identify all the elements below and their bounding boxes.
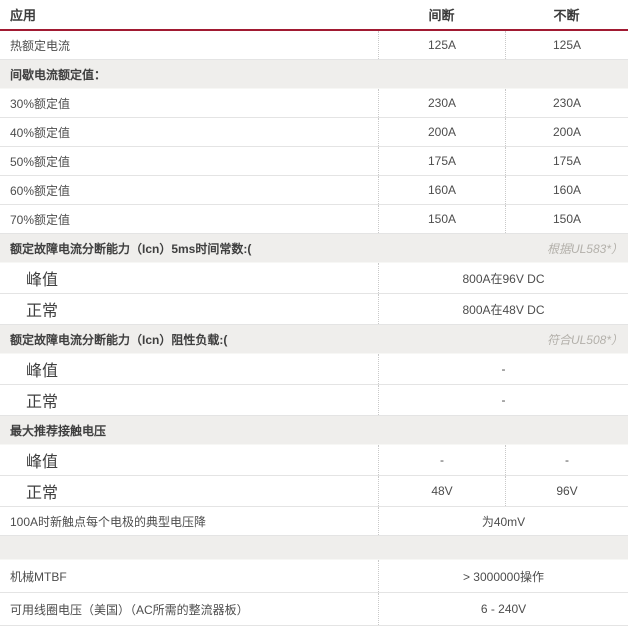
row-value-intermittent: 200A — [378, 118, 505, 146]
section-label: 额定故障电流分断能力（Icn）阻性负载:( — [10, 332, 228, 347]
table-row: 60%额定值 160A 160A — [0, 176, 628, 205]
row-value-continuous: 230A — [505, 89, 628, 117]
row-value-intermittent: 48V — [378, 476, 505, 506]
row-label: 正常 — [26, 303, 59, 320]
row-value-continuous: 175A — [505, 147, 628, 175]
table-row: 正常 48V 96V — [0, 476, 628, 507]
row-value-intermittent: 125A — [378, 31, 505, 59]
table-row: 可用线圈电压（美国）（AC所需的整流器板） 6 - 240V — [0, 593, 628, 626]
table-row: 30%额定值 230A 230A — [0, 89, 628, 118]
row-value-span: 为40mV — [378, 507, 628, 535]
row-label: 峰值 — [26, 272, 59, 289]
header-intermittent-label: 间断 — [428, 8, 455, 23]
row-value-span: 6 - 240V — [378, 593, 628, 625]
row-label: 机械MTBF — [10, 569, 67, 584]
row-value-continuous: 96V — [505, 476, 628, 506]
table-row: 热额定电流 125A 125A — [0, 31, 628, 60]
section-label: 额定故障电流分断能力（Icn）5ms时间常数:( — [10, 241, 252, 256]
row-value-continuous: 160A — [505, 176, 628, 204]
row-value-continuous: 150A — [505, 205, 628, 233]
row-value-span: - — [378, 385, 628, 415]
row-value-continuous: - — [505, 445, 628, 475]
section-row: 间歇电流额定值： — [0, 60, 628, 89]
row-value-span: 800A在96V DC — [378, 263, 628, 293]
row-label: 100A时新触点每个电极的典型电压降 — [10, 514, 207, 529]
row-label: 峰值 — [26, 454, 59, 471]
row-label: 40%额定值 — [10, 125, 71, 140]
section-row: 额定故障电流分断能力（Icn）阻性负载:( 符合UL508*） — [0, 325, 628, 354]
row-label: 热额定电流 — [10, 38, 71, 53]
header-application-label: 应用 — [10, 8, 37, 23]
row-value-span: 800A在48V DC — [378, 294, 628, 324]
header-continuous-label: 不断 — [553, 8, 580, 23]
table-row: 正常 800A在48V DC — [0, 294, 628, 325]
table-row: 峰值 - — [0, 354, 628, 385]
row-value-span: - — [378, 354, 628, 384]
row-value-continuous: 125A — [505, 31, 628, 59]
row-label: 50%额定值 — [10, 154, 71, 169]
section-row: 最大推荐接触电压 — [0, 416, 628, 445]
row-label: 正常 — [26, 394, 59, 411]
table-row: 机械MTBF > 3000000操作 — [0, 560, 628, 593]
section-label: 间歇电流额定值： — [10, 67, 107, 82]
row-value-intermittent: - — [378, 445, 505, 475]
table-row: 正常 - — [0, 385, 628, 416]
section-note: 根据UL583*） — [546, 241, 623, 256]
table-row: 50%额定值 175A 175A — [0, 147, 628, 176]
section-note: 符合UL508*） — [546, 332, 623, 347]
table-row: 70%额定值 150A 150A — [0, 205, 628, 234]
row-value-intermittent: 150A — [378, 205, 505, 233]
table-row: 100A时新触点每个电极的典型电压降 为40mV — [0, 507, 628, 536]
row-label: 60%额定值 — [10, 183, 71, 198]
row-value-intermittent: 230A — [378, 89, 505, 117]
section-row — [0, 536, 628, 560]
row-label: 峰值 — [26, 363, 59, 380]
spec-table-body: 热额定电流 125A 125A 间歇电流额定值： 30%额定值 230A 230A 40%额定… — [0, 31, 628, 626]
row-label: 30%额定值 — [10, 96, 71, 111]
row-label: 可用线圈电压（美国）（AC所需的整流器板） — [10, 602, 249, 617]
row-value-intermittent: 175A — [378, 147, 505, 175]
row-value-span: > 3000000操作 — [378, 560, 628, 592]
row-value-continuous: 200A — [505, 118, 628, 146]
table-header-row: 应用 间断 不断 — [0, 0, 628, 31]
table-row: 峰值 800A在96V DC — [0, 263, 628, 294]
table-row: 40%额定值 200A 200A — [0, 118, 628, 147]
section-label: 最大推荐接触电压 — [10, 423, 107, 438]
row-label: 70%额定值 — [10, 212, 71, 227]
table-row: 峰值 - - — [0, 445, 628, 476]
row-label: 正常 — [26, 485, 59, 502]
section-row: 额定故障电流分断能力（Icn）5ms时间常数:( 根据UL583*） — [0, 234, 628, 263]
row-value-intermittent: 160A — [378, 176, 505, 204]
